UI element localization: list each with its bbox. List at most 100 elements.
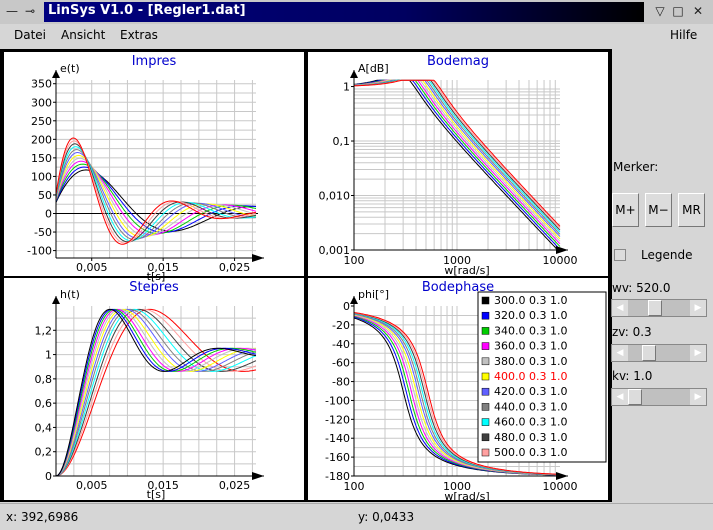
tick-label: 100: [344, 480, 365, 493]
tick-label: 0: [45, 208, 52, 221]
plot-panel: [308, 52, 608, 276]
zv-label: zv: 0.3: [612, 325, 652, 339]
legend-entry: 320.0 0.3 1.0: [494, 309, 567, 322]
slider-right-arrow-icon[interactable]: ▶: [690, 300, 706, 316]
tick-label: -100: [325, 394, 350, 407]
plot-title: Impres: [132, 54, 177, 69]
minus-icon[interactable]: —: [6, 4, 18, 18]
x-axis-label: w[rad/s]: [444, 264, 489, 277]
wv-slider-thumb[interactable]: [648, 300, 662, 316]
menu-ansicht[interactable]: Ansicht: [61, 28, 106, 42]
wv-slider[interactable]: ◀ ▶: [611, 299, 707, 317]
tick-label: 0,4: [35, 421, 53, 434]
tick-label: 350: [31, 78, 52, 91]
menu-extras[interactable]: Extras: [120, 28, 158, 42]
kv-slider[interactable]: ◀ ▶: [611, 388, 707, 406]
menu-hilfe[interactable]: Hilfe: [670, 28, 698, 42]
slider-left-arrow-icon[interactable]: ◀: [612, 300, 628, 316]
control-panel: [612, 49, 713, 502]
tick-label: 0,8: [35, 373, 53, 386]
maximize-icon[interactable]: □: [672, 4, 684, 18]
memory-subtract-button[interactable]: M−: [645, 193, 672, 227]
impres-curve: [55, 146, 257, 242]
plot-panel: [4, 52, 304, 276]
tick-label: 150: [31, 152, 52, 165]
legend-swatch: [481, 327, 490, 335]
x-axis-label: t[s]: [147, 488, 166, 501]
slider-right-arrow-icon[interactable]: ▶: [690, 389, 706, 405]
legend-swatch: [481, 357, 490, 366]
impres-curve: [55, 137, 257, 245]
slider-left-arrow-icon[interactable]: ◀: [612, 389, 628, 405]
status-x: x: 392,6986: [6, 510, 79, 524]
stepres-curve: [55, 308, 257, 477]
tick-label: 0: [45, 470, 52, 483]
bodephase-curve: [353, 312, 560, 475]
tick-label: 300: [31, 96, 52, 109]
arrow-right-icon: [252, 254, 264, 262]
wv-label: wv: 520.0: [612, 281, 671, 295]
plot-title: Bodephase: [422, 280, 494, 295]
legend-swatch: [481, 296, 490, 305]
legend-entry: 480.0 0.3 1.0: [494, 431, 567, 444]
status-bar: x: 392,6986 y: 0,0433: [0, 503, 713, 530]
y-axis-label: h(t): [60, 288, 80, 301]
arrow-up-icon: [52, 70, 60, 78]
tick-label: -50: [34, 226, 52, 239]
slider-left-arrow-icon[interactable]: ◀: [612, 345, 628, 361]
x-axis-label: t[s]: [147, 270, 166, 283]
close-icon[interactable]: ✕: [692, 4, 704, 18]
tick-label: 0,015: [147, 479, 179, 492]
kv-label: kv: 1.0: [612, 369, 653, 383]
legend-swatch: [481, 342, 490, 350]
stepres-curve: [55, 308, 257, 477]
legend-swatch: [481, 403, 490, 411]
kv-slider-thumb[interactable]: [628, 389, 642, 405]
tick-label: 0,2: [35, 446, 53, 459]
stepres-curve: [55, 308, 257, 477]
slider-right-arrow-icon[interactable]: ▶: [690, 345, 706, 361]
menu-bar: Datei Ansicht Extras Hilfe: [0, 24, 713, 48]
tick-label: 50: [38, 189, 52, 202]
arrow-up-icon: [52, 296, 60, 304]
tick-label: -20: [332, 319, 350, 332]
tick-label: -60: [332, 357, 350, 370]
tick-label: 1: [45, 349, 52, 362]
tick-label: 0,015: [147, 261, 179, 274]
memory-recall-button[interactable]: MR: [678, 193, 705, 227]
tick-label: -40: [332, 338, 350, 351]
y-axis-label: e(t): [60, 62, 80, 75]
menu-datei[interactable]: Datei: [14, 28, 47, 42]
plot-title: Stepres: [129, 280, 179, 295]
zv-slider[interactable]: ◀ ▶: [611, 344, 707, 362]
memory-add-button[interactable]: M+: [612, 193, 639, 227]
tick-label: 100: [31, 170, 52, 183]
arrow-up-icon: [350, 296, 358, 304]
tick-label: 0,025: [219, 479, 251, 492]
legend-swatch: [481, 418, 490, 426]
tick-label: -100: [27, 245, 52, 258]
stepres-curve: [55, 308, 256, 477]
minimize-icon[interactable]: ▽: [655, 4, 665, 18]
legend-entry: 500.0 0.3 1.0: [494, 446, 567, 459]
zv-slider-thumb[interactable]: [642, 345, 656, 361]
stepres-curve: [55, 308, 257, 477]
legend-swatch: [481, 311, 490, 320]
arrow-up-icon: [350, 70, 358, 78]
tick-label: 0,005: [76, 479, 108, 492]
arrow-right-icon: [556, 246, 568, 254]
legend-box: [477, 291, 607, 463]
tick-label: 1: [343, 81, 350, 94]
pin-icon[interactable]: ⊸: [24, 4, 36, 18]
title-bar: — ⊸ LinSys V1.0 - [Regler1.dat] ▽ □ ✕: [0, 0, 713, 24]
legend-label: Legende: [641, 248, 693, 262]
tick-label: 0,1: [333, 135, 351, 148]
tick-label: -180: [325, 470, 350, 483]
stepres-curve: [55, 308, 257, 477]
legend-entry: 440.0 0.3 1.0: [494, 400, 567, 413]
stepres-curve: [55, 308, 257, 477]
legend-swatch: [481, 433, 490, 442]
legend-entry: 400.0 0.3 1.0: [494, 370, 567, 383]
legend-checkbox[interactable]: [614, 249, 626, 261]
stepres-curve: [55, 308, 257, 477]
